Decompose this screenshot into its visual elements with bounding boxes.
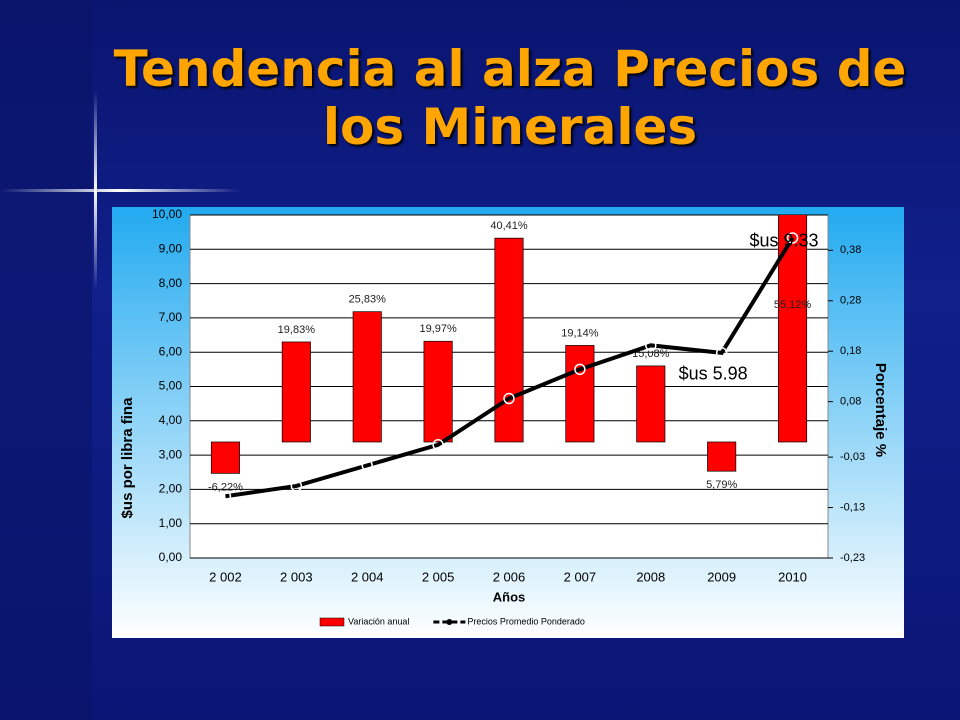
data-label: 5,79% xyxy=(706,479,737,491)
x-tick-label: 2 003 xyxy=(280,569,313,584)
y2-tick-label: 0,38 xyxy=(840,244,861,256)
bar xyxy=(565,345,595,443)
y2-tick-label: 0,28 xyxy=(840,295,861,307)
y-tick-label: 2,00 xyxy=(159,482,183,496)
sparkle xyxy=(94,90,97,290)
line-marker xyxy=(574,363,586,376)
data-label: 19,83% xyxy=(278,324,316,336)
line-marker xyxy=(715,347,728,359)
y-tick-label: 8,00 xyxy=(159,276,183,290)
line-marker xyxy=(432,439,444,451)
y2-tick-label: -0,13 xyxy=(840,501,865,513)
x-tick-label: 2 002 xyxy=(209,569,242,584)
line-marker xyxy=(219,490,232,503)
annotation: $us 9.33 xyxy=(749,231,818,251)
line-marker xyxy=(503,392,515,405)
legend-swatch xyxy=(319,617,345,627)
y-tick-label: 0,00 xyxy=(159,550,183,564)
y2-tick-label: -0,03 xyxy=(840,451,865,463)
y-tick-label: 9,00 xyxy=(159,241,183,255)
y-axis-title: $us por libra fina xyxy=(119,397,136,519)
data-label: 55,12% xyxy=(774,299,812,311)
line-marker xyxy=(290,480,303,492)
data-label: 19,97% xyxy=(419,323,457,335)
legend-label: Precios Promedio Ponderado xyxy=(467,616,585,626)
bar xyxy=(707,441,737,472)
plot-clip xyxy=(210,215,808,474)
sparkle xyxy=(0,189,240,192)
x-tick-label: 2 007 xyxy=(564,569,597,584)
data-label: 40,41% xyxy=(490,220,528,232)
y-tick-label: 4,00 xyxy=(159,413,183,427)
bar xyxy=(423,340,453,443)
x-tick-label: 2 004 xyxy=(351,569,384,584)
y-tick-label: 6,00 xyxy=(159,344,183,358)
legend-swatch xyxy=(446,619,453,625)
y-tick-label: 10,00 xyxy=(152,207,182,221)
slide-title: Tendencia al alza Precios de los Mineral… xyxy=(113,40,907,156)
data-label: 25,83% xyxy=(349,294,387,306)
side-band xyxy=(0,0,92,720)
x-tick-label: 2 006 xyxy=(493,569,526,584)
y-tick-label: 7,00 xyxy=(159,310,183,324)
y2-tick-label: -0,23 xyxy=(840,552,865,564)
line-marker xyxy=(361,459,373,472)
x-tick-label: 2 005 xyxy=(422,569,455,584)
x-tick-label: 2008 xyxy=(636,569,665,584)
y-tick-label: 1,00 xyxy=(159,516,183,530)
x-tick-label: 2010 xyxy=(778,569,807,584)
bar xyxy=(352,311,382,443)
data-label: -6,22% xyxy=(208,481,243,493)
y-tick-label: 5,00 xyxy=(159,379,183,393)
bar xyxy=(281,341,311,443)
data-label: 19,14% xyxy=(561,327,599,339)
data-label: 15,08% xyxy=(632,348,670,360)
bar xyxy=(494,237,524,443)
bar xyxy=(636,365,666,443)
y2-tick-label: 0,18 xyxy=(840,345,861,357)
line-marker xyxy=(645,339,657,352)
x-tick-label: 2009 xyxy=(707,569,736,584)
y-tick-label: 3,00 xyxy=(159,447,183,461)
annotation: $us 5.98 xyxy=(679,364,748,384)
legend-label: Variación anual xyxy=(348,616,409,626)
y2-tick-label: 0,08 xyxy=(840,396,861,408)
y2-axis-title: Porcentaje % xyxy=(872,363,889,457)
line-marker xyxy=(786,232,799,244)
bar xyxy=(210,441,240,474)
line xyxy=(225,236,795,499)
x-axis-title: Años xyxy=(493,589,526,604)
